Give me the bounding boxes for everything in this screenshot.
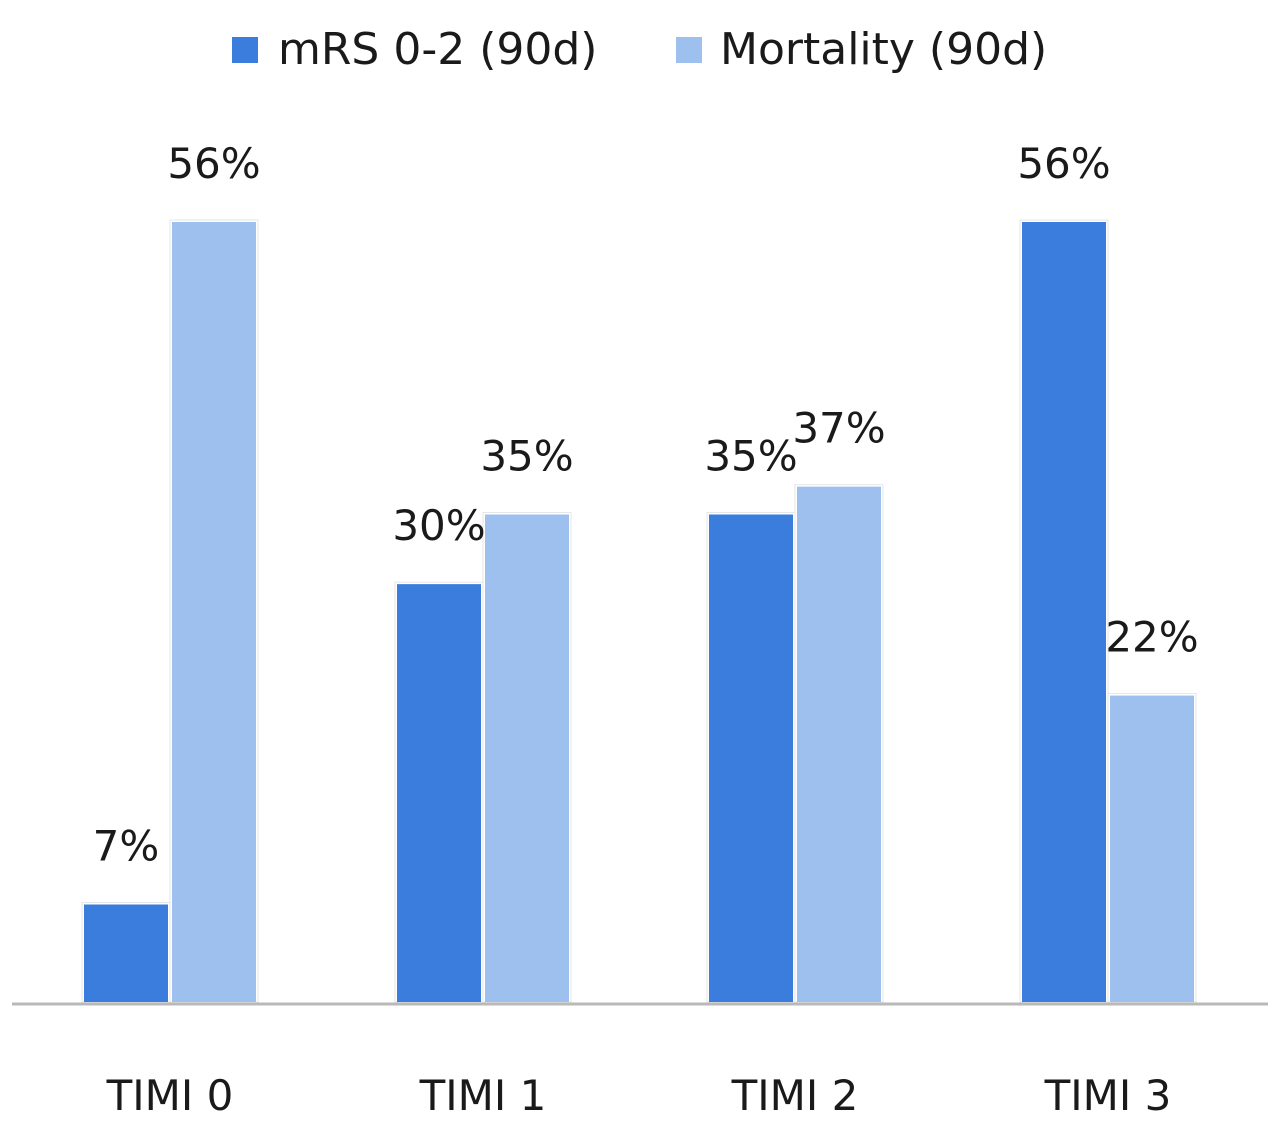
- x-axis-tick-labels: TIMI 0 TIMI 1 TIMI 2 TIMI 3: [106, 1071, 1172, 1120]
- bar-timi-0-series-1: [172, 222, 256, 1002]
- data-label-timi-3-series-0: 56%: [1017, 139, 1110, 188]
- bar-timi-3-series-1: [1110, 695, 1194, 1002]
- data-label-timi-1-series-0: 30%: [392, 501, 485, 550]
- x-tick-label-timi-0: TIMI 0: [106, 1071, 234, 1120]
- legend-label-series-1: Mortality (90d): [720, 24, 1047, 75]
- bar-timi-1-series-0: [397, 584, 481, 1002]
- data-label-timi-2-series-1: 37%: [792, 404, 885, 453]
- data-labels-group: 7%56%30%35% 35%37%56%22%: [93, 139, 1199, 871]
- x-tick-label-timi-2: TIMI 2: [731, 1071, 859, 1120]
- legend-swatch-series-0: [232, 37, 258, 63]
- data-label-timi-1-series-1: 35%: [480, 432, 573, 481]
- bar-timi-1-series-1: [485, 514, 569, 1002]
- legend: mRS 0-2 (90d) Mortality (90d): [232, 24, 1047, 75]
- bar-timi-0-series-0: [84, 904, 168, 1002]
- data-label-timi-0-series-0: 7%: [93, 822, 160, 871]
- data-label-timi-0-series-1: 56%: [167, 139, 260, 188]
- bar-timi-2-series-0: [709, 514, 793, 1002]
- bars-group: [81, 219, 1197, 1003]
- legend-swatch-series-1: [676, 37, 702, 63]
- bar-timi-3-series-0: [1022, 222, 1106, 1002]
- x-tick-label-timi-1: TIMI 1: [419, 1071, 547, 1120]
- legend-label-series-0: mRS 0-2 (90d): [278, 24, 597, 75]
- data-label-timi-3-series-1: 22%: [1105, 613, 1198, 662]
- data-label-timi-2-series-0: 35%: [704, 432, 797, 481]
- bar-timi-2-series-1: [797, 486, 881, 1003]
- x-tick-label-timi-3: TIMI 3: [1044, 1071, 1172, 1120]
